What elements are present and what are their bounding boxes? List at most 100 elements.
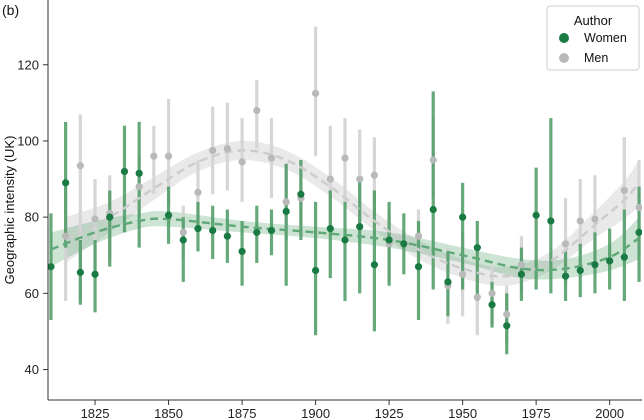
women-data-point — [400, 240, 408, 248]
women-data-point — [547, 217, 555, 225]
women-trend-group — [50, 217, 640, 272]
women-data-point — [238, 247, 246, 256]
x-tick-label: 1825 — [81, 406, 110, 420]
women-data-point — [267, 226, 276, 235]
y-tick-label: 80 — [25, 210, 39, 225]
men-trend-line — [65, 149, 640, 278]
women-data-point — [164, 211, 173, 219]
women-data-point — [135, 169, 143, 177]
women-data-point — [253, 228, 261, 236]
plot-area — [48, 26, 642, 355]
men-data-point — [517, 261, 526, 269]
women-data-point — [76, 268, 84, 276]
legend-marker-women — [559, 33, 569, 43]
y-axis-title: Geographic intensity (UK) — [2, 136, 17, 285]
men-data-point — [503, 310, 511, 318]
men-data-point — [356, 175, 364, 183]
panel-label: (b) — [2, 2, 19, 18]
women-data-point — [473, 244, 481, 252]
men-data-point — [179, 228, 187, 236]
women-data-point — [444, 278, 452, 286]
women-data-point — [120, 167, 129, 176]
men-data-point — [459, 270, 467, 278]
x-tick-label: 2000 — [595, 406, 624, 420]
women-data-point — [297, 190, 305, 198]
women-data-point — [561, 272, 570, 280]
men-data-point — [414, 232, 423, 240]
y-tick-label: 40 — [25, 362, 39, 377]
women-data-point — [91, 270, 99, 278]
men-data-point — [135, 183, 143, 191]
men-data-point — [370, 171, 379, 179]
women-data-point — [356, 223, 364, 231]
legend-title: Author — [574, 13, 613, 28]
women-data-point — [532, 211, 540, 219]
women-data-point — [414, 263, 423, 271]
women-data-point — [429, 205, 437, 214]
men-data-point — [576, 217, 584, 225]
men-data-point — [635, 204, 642, 212]
x-tick-label: 1850 — [154, 406, 183, 420]
men-data-point — [150, 152, 158, 160]
y-tick-label: 100 — [17, 133, 39, 148]
women-data-point — [503, 322, 511, 330]
x-tick-label: 1975 — [522, 406, 551, 420]
men-data-point — [194, 188, 202, 196]
men-data-point — [620, 186, 628, 195]
men-data-point — [282, 198, 290, 206]
men-data-point — [238, 158, 246, 166]
men-data-point — [311, 89, 320, 97]
women-data-point — [606, 257, 614, 265]
men-data-point — [223, 144, 231, 153]
women-data-point — [576, 266, 584, 275]
women-data-point — [223, 232, 231, 240]
women-data-point — [179, 236, 187, 244]
women-data-point — [635, 228, 642, 236]
x-tick-label: 1925 — [375, 406, 404, 420]
women-data-point — [282, 207, 290, 216]
women-data-point — [62, 179, 70, 187]
women-data-point — [194, 224, 202, 233]
women-data-point — [370, 261, 379, 269]
men-data-point — [76, 162, 84, 170]
women-data-point — [341, 236, 349, 244]
men-data-point — [253, 106, 261, 115]
men-data-point — [91, 215, 99, 223]
men-data-point — [209, 146, 217, 155]
legend-label-men: Men — [584, 51, 608, 65]
women-data-point — [48, 263, 55, 271]
women-errorbar-group — [49, 91, 641, 355]
men-data-point — [473, 293, 481, 301]
legend-frame — [546, 5, 640, 71]
women-data-point — [209, 226, 217, 235]
women-data-point — [591, 261, 599, 269]
women-point-group — [48, 167, 642, 330]
y-tick-label: 60 — [25, 286, 39, 301]
women-data-point — [106, 213, 114, 221]
women-trend-line — [50, 217, 640, 272]
x-tick-label: 1900 — [301, 406, 330, 420]
men-data-point — [164, 152, 173, 160]
women-data-point — [326, 224, 334, 233]
men-data-point — [341, 154, 349, 162]
women-data-point — [488, 301, 496, 309]
legend: Author Women Men — [546, 5, 640, 71]
women-data-point — [311, 266, 320, 275]
y-tick-label: 120 — [17, 57, 39, 72]
men-data-point — [591, 215, 599, 223]
men-data-point — [267, 154, 276, 162]
y-tick-group: 40 60 80 100 120 — [17, 57, 48, 377]
x-tick-label: 1875 — [228, 406, 257, 420]
women-data-point — [517, 270, 526, 278]
men-trend-group — [65, 149, 640, 278]
men-data-point — [488, 289, 496, 297]
x-tick-label: 1950 — [448, 406, 477, 420]
women-data-point — [620, 253, 628, 261]
men-data-point — [62, 232, 70, 240]
men-data-point — [326, 175, 334, 183]
women-data-point — [459, 213, 467, 221]
x-tick-group: 1825 1850 1875 1900 1925 1950 1975 2000 — [81, 400, 624, 420]
men-data-point — [429, 156, 437, 164]
